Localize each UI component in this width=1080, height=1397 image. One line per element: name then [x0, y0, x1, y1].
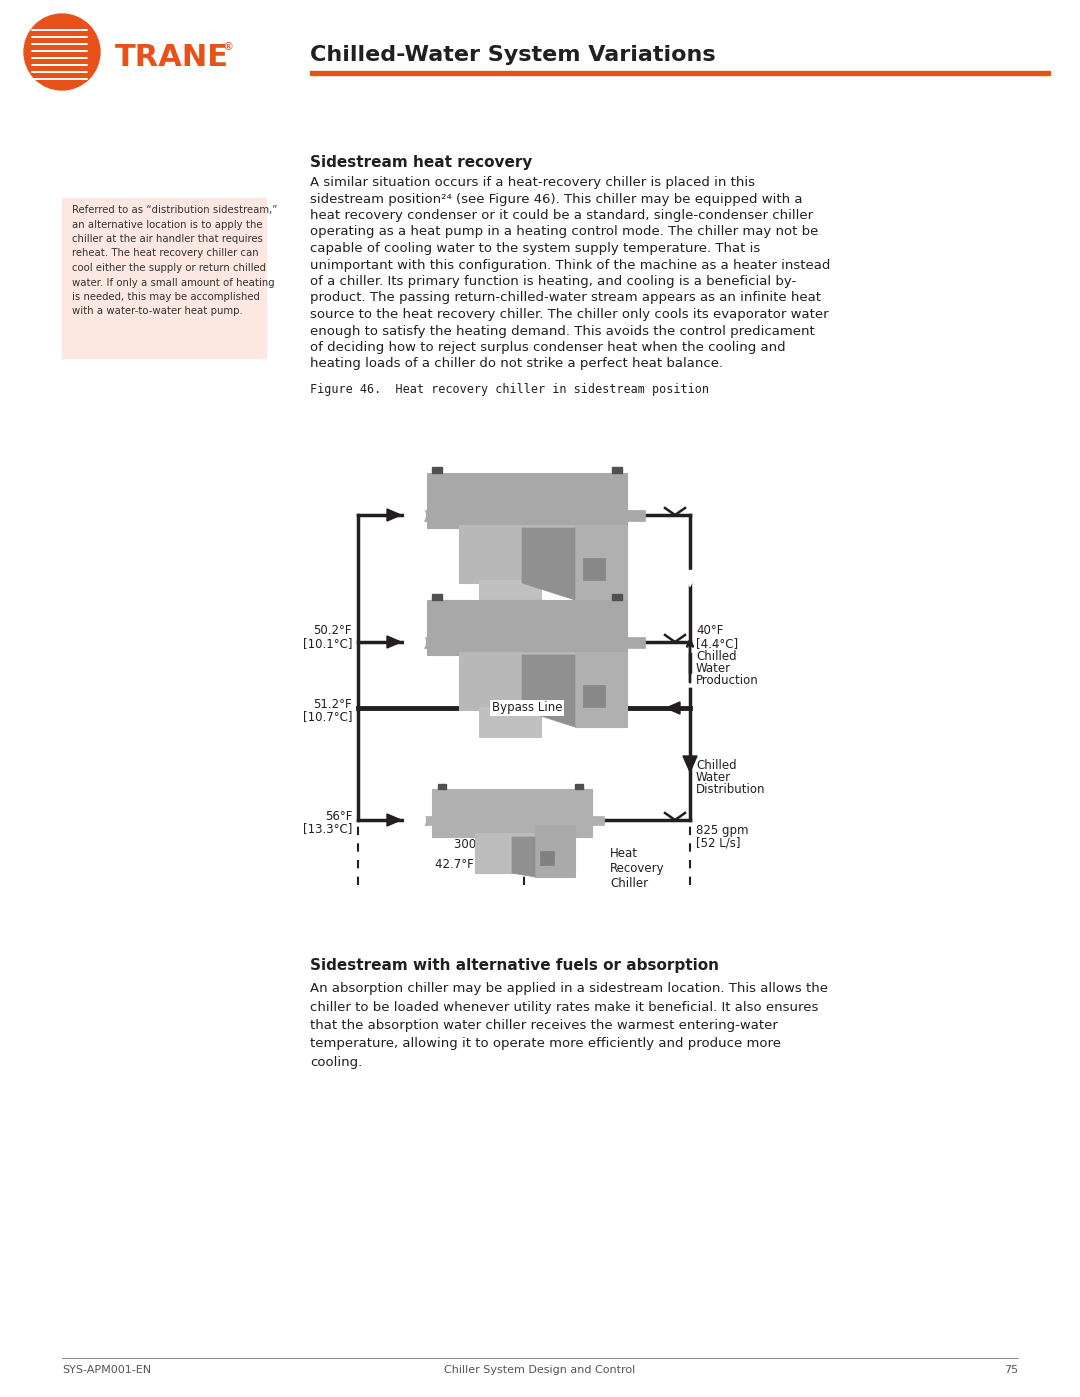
Text: chiller at the air handler that requires: chiller at the air handler that requires: [72, 235, 262, 244]
Polygon shape: [387, 509, 401, 521]
Text: reheat. The heat recovery chiller can: reheat. The heat recovery chiller can: [72, 249, 258, 258]
Text: 40°F: 40°F: [696, 624, 724, 637]
Text: [52 L/s]: [52 L/s]: [696, 835, 741, 849]
Text: Figure 46.  Heat recovery chiller in sidestream position: Figure 46. Heat recovery chiller in side…: [310, 383, 708, 395]
Bar: [420, 816, 432, 826]
Bar: [575, 784, 583, 789]
Text: operating as a heat pump in a heating control mode. The chiller may not be: operating as a heat pump in a heating co…: [310, 225, 819, 239]
Text: Distribution: Distribution: [696, 782, 766, 796]
Bar: [612, 594, 622, 599]
Text: SYS-APM001-EN: SYS-APM001-EN: [62, 1365, 151, 1375]
Bar: [592, 816, 604, 826]
Text: 900 gpm [56.8 L/s]: 900 gpm [56.8 L/s]: [471, 658, 583, 671]
Bar: [432, 594, 442, 599]
Circle shape: [405, 504, 426, 525]
Text: Bypass Line: Bypass Line: [491, 701, 563, 714]
Text: product. The passing return-chilled-water stream appears as an infinite heat: product. The passing return-chilled-wate…: [310, 292, 821, 305]
Text: An absorption chiller may be applied in a sidestream location. This allows the: An absorption chiller may be applied in …: [310, 982, 828, 995]
Text: [10.1°C]: [10.1°C]: [302, 637, 352, 650]
Circle shape: [24, 14, 100, 89]
Text: Sidestream heat recovery: Sidestream heat recovery: [310, 155, 532, 170]
Text: 42.7°F [5.9°C]: 42.7°F [5.9°C]: [435, 856, 519, 870]
Text: Chiller System Design and Control: Chiller System Design and Control: [444, 1365, 636, 1375]
Text: is needed, this may be accomplished: is needed, this may be accomplished: [72, 292, 260, 302]
Text: Water: Water: [696, 771, 731, 784]
Text: temperature, allowing it to operate more efficiently and produce more: temperature, allowing it to operate more…: [310, 1038, 781, 1051]
Bar: [540, 851, 554, 865]
Text: an alternative location is to apply the: an alternative location is to apply the: [72, 219, 262, 229]
Text: Heat
Recovery
Chiller: Heat Recovery Chiller: [610, 847, 664, 890]
Text: Production: Production: [696, 673, 759, 687]
Bar: [612, 467, 622, 474]
Text: enough to satisfy the heating demand. This avoids the control predicament: enough to satisfy the heating demand. Th…: [310, 324, 814, 338]
Bar: [409, 637, 427, 648]
Text: Chilled: Chilled: [696, 759, 737, 773]
Text: Chilled: Chilled: [696, 650, 737, 664]
Bar: [432, 789, 592, 837]
Text: chiller to be loaded whenever utility rates make it beneficial. It also ensures: chiller to be loaded whenever utility ra…: [310, 1000, 819, 1013]
Text: cooling.: cooling.: [310, 1056, 362, 1069]
Text: [10.7°C]: [10.7°C]: [302, 710, 352, 724]
Text: heating loads of a chiller do not strike a perfect heat balance.: heating loads of a chiller do not strike…: [310, 358, 724, 370]
Text: [4.4°C]: [4.4°C]: [696, 637, 738, 650]
Bar: [627, 637, 645, 648]
Text: that the absorption water chiller receives the warmest entering-water: that the absorption water chiller receiv…: [310, 1018, 778, 1032]
Bar: [480, 707, 541, 738]
Text: Sidestream with alternative fuels or absorption: Sidestream with alternative fuels or abs…: [310, 958, 719, 972]
Text: 40°F [4.4°C] 75 gpm: 40°F [4.4°C] 75 gpm: [465, 676, 589, 689]
Polygon shape: [512, 837, 535, 877]
Text: 825 gpm: 825 gpm: [696, 824, 748, 837]
Polygon shape: [666, 703, 680, 714]
Bar: [427, 599, 627, 655]
Polygon shape: [683, 756, 697, 773]
Text: Water: Water: [696, 662, 731, 675]
Text: 75: 75: [1004, 1365, 1018, 1375]
Text: source to the heat recovery chiller. The chiller only cools its evaporator water: source to the heat recovery chiller. The…: [310, 307, 828, 321]
Text: water. If only a small amount of heating: water. If only a small amount of heating: [72, 278, 274, 288]
Text: with a water-to-water heat pump.: with a water-to-water heat pump.: [72, 306, 243, 317]
Text: Chilled-Water System Variations: Chilled-Water System Variations: [310, 45, 716, 66]
Text: A similar situation occurs if a heat-recovery chiller is placed in this: A similar situation occurs if a heat-rec…: [310, 176, 755, 189]
Text: ®: ®: [222, 42, 234, 52]
Circle shape: [405, 810, 426, 830]
Bar: [480, 580, 541, 610]
Polygon shape: [387, 636, 401, 648]
Bar: [535, 826, 575, 877]
Bar: [62, 198, 266, 358]
Bar: [575, 525, 627, 599]
Bar: [475, 833, 543, 873]
Bar: [438, 784, 446, 789]
Bar: [583, 557, 605, 580]
Polygon shape: [522, 528, 575, 599]
Bar: [575, 652, 627, 726]
Text: TRANE: TRANE: [114, 43, 229, 73]
Bar: [310, 71, 1050, 75]
Text: unimportant with this configuration. Think of the machine as a heater instead: unimportant with this configuration. Thi…: [310, 258, 831, 271]
Text: cool either the supply or return chilled: cool either the supply or return chilled: [72, 263, 266, 272]
Bar: [459, 525, 592, 583]
Text: Referred to as “distribution sidestream,”: Referred to as “distribution sidestream,…: [72, 205, 278, 215]
Text: 50.2°F: 50.2°F: [313, 624, 352, 637]
Polygon shape: [522, 655, 575, 726]
Bar: [427, 474, 627, 528]
Text: 51.2°F: 51.2°F: [313, 698, 352, 711]
Text: sidestream position²⁴ (see Figure 46). This chiller may be equipped with a: sidestream position²⁴ (see Figure 46). T…: [310, 193, 802, 205]
Text: capable of cooling water to the system supply temperature. That is: capable of cooling water to the system s…: [310, 242, 760, 256]
Circle shape: [405, 631, 426, 652]
Text: of a chiller. Its primary function is heating, and cooling is a beneficial by-: of a chiller. Its primary function is he…: [310, 275, 796, 288]
Text: Off: Off: [513, 486, 531, 499]
Polygon shape: [387, 814, 401, 826]
Bar: [459, 652, 592, 710]
Text: of deciding how to reject surplus condenser heat when the cooling and: of deciding how to reject surplus conden…: [310, 341, 785, 353]
Bar: [409, 510, 427, 521]
Text: [13.3°C]: [13.3°C]: [302, 821, 352, 835]
Text: heat recovery condenser or it could be a standard, single-condenser chiller: heat recovery condenser or it could be a…: [310, 210, 813, 222]
Bar: [432, 467, 442, 474]
Bar: [627, 510, 645, 521]
Text: 56°F: 56°F: [325, 810, 352, 823]
Text: 300 gpm [18.9 L/s]: 300 gpm [18.9 L/s]: [454, 838, 566, 851]
Bar: [583, 685, 605, 707]
Polygon shape: [683, 570, 697, 587]
